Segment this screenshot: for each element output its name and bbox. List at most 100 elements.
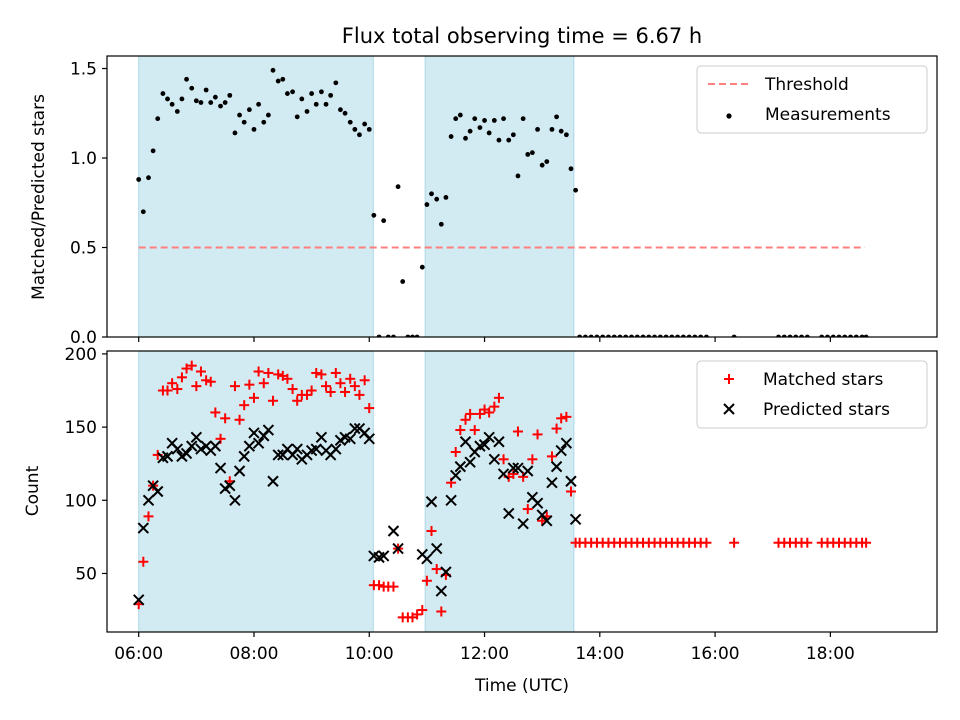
matched-star-point — [321, 381, 332, 392]
measurement-point — [275, 78, 281, 84]
predicted-star-point — [330, 443, 342, 455]
matched-star-point — [239, 400, 250, 411]
bottom-y-tick-label: 200 — [65, 345, 97, 365]
predicted-star-point — [310, 443, 322, 455]
measurement-points — [136, 67, 869, 337]
bottom-y-tick-label: 100 — [65, 491, 97, 511]
matched-star-point — [465, 408, 476, 419]
measurement-point — [558, 128, 564, 134]
measurement-point — [184, 76, 189, 82]
matched-star-point — [220, 413, 231, 424]
bottom-panel: 50 100 150 200 06:00 08:00 10:00 12:00 14:00 16:… — [23, 345, 938, 696]
measurement-point — [265, 112, 271, 118]
matched-star-point — [551, 423, 562, 434]
top-y-ticks: 0.0 0.5 1.0 1.5 — [70, 60, 107, 348]
matched-star-point — [532, 429, 543, 440]
predicted-star-point — [546, 477, 558, 489]
measurement-point — [323, 101, 329, 107]
predicted-star-point — [565, 475, 577, 487]
predicted-star-point — [478, 438, 491, 451]
measurement-point — [313, 101, 319, 107]
measurement-point — [256, 101, 261, 107]
measurement-point — [501, 116, 506, 122]
predicted-star-point — [503, 507, 515, 520]
predicted-star-point — [272, 449, 284, 461]
predicted-star-point — [522, 465, 534, 477]
matched-star-point — [253, 366, 264, 377]
matched-star-point — [191, 381, 202, 392]
measurement-point — [506, 137, 512, 143]
matched-star-point — [263, 367, 274, 378]
measurement-point — [309, 91, 315, 96]
predicted-star-point — [262, 424, 275, 436]
predicted-star-point — [344, 433, 356, 445]
matched-star-point — [330, 367, 341, 378]
x-tick-label: 06:00 — [114, 644, 163, 664]
measurement-point — [535, 126, 540, 132]
matched-star-point — [172, 384, 183, 395]
matched-star-point — [802, 537, 813, 548]
matched-star-point — [229, 381, 240, 392]
matched-star-point — [518, 471, 529, 482]
measurement-point — [434, 196, 440, 202]
measurement-point — [453, 116, 459, 122]
legend-matched-swatch — [724, 374, 734, 384]
measurement-point — [246, 107, 252, 113]
matched-star-point — [546, 451, 557, 462]
matched-star-point — [268, 395, 278, 406]
matched-star-point — [561, 411, 572, 422]
matched-star-point — [282, 373, 293, 384]
matched-star-point — [138, 556, 149, 567]
bottom-shaded-regions — [138, 350, 575, 633]
predicted-star-point — [238, 450, 250, 463]
predicted-star-point — [531, 497, 544, 509]
matched-star-point — [460, 414, 471, 425]
measurement-point — [463, 135, 468, 141]
measurement-point — [160, 91, 166, 96]
measurement-point — [237, 112, 242, 118]
matched-star-point — [426, 526, 437, 537]
x-tick-label: 16:00 — [691, 644, 740, 664]
matched-star-point — [335, 378, 346, 389]
measurement-point — [347, 119, 353, 125]
matched-star-point — [417, 605, 428, 616]
bottom-axes-frame — [106, 350, 938, 633]
matched-star-point — [340, 386, 351, 397]
measurement-point — [212, 94, 218, 100]
measurement-point — [319, 89, 324, 95]
predicted-star-point — [190, 431, 203, 444]
predicted-star-point — [161, 450, 174, 463]
matched-star-point — [412, 609, 423, 620]
measurement-point — [179, 96, 185, 102]
predicted-star-point — [421, 553, 433, 565]
measurement-point — [510, 132, 516, 138]
bottom-y-tick-label: 50 — [75, 564, 97, 584]
matched-star-point — [359, 375, 370, 386]
top-axes-frame — [106, 55, 938, 338]
matched-star-point — [316, 369, 327, 380]
matched-star-point — [455, 425, 466, 436]
predicted-star-point — [349, 422, 361, 435]
legend-predicted-swatch — [723, 403, 735, 415]
predicted-star-point — [152, 485, 164, 498]
x-tick-label: 18:00 — [806, 644, 855, 664]
predicted-star-point — [555, 444, 567, 457]
predicted-star-point — [440, 566, 452, 578]
measurement-point — [563, 132, 569, 138]
predicted-star-point — [180, 447, 193, 460]
measurement-point — [189, 85, 195, 91]
predicted-star-point — [377, 550, 390, 562]
predicted-star-point — [142, 494, 155, 506]
top-y-tick-label: 1.0 — [70, 149, 97, 169]
matched-star-point — [325, 386, 336, 397]
predicted-star-point — [214, 462, 227, 474]
measurement-point — [203, 87, 209, 93]
bottom-y-axis-label: Count — [23, 465, 43, 516]
x-tick-label: 12:00 — [460, 644, 509, 664]
matched-star-point — [143, 511, 154, 522]
matched-star-point — [512, 426, 523, 437]
measurement-point — [438, 221, 444, 227]
predicted-star-point — [450, 469, 462, 482]
measurement-point — [544, 159, 550, 164]
predicted-star-point — [430, 542, 443, 555]
